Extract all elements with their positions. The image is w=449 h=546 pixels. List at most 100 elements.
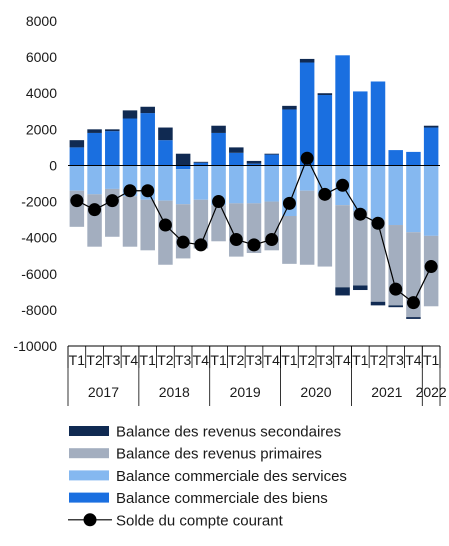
x-tick-label: T2 [157,352,174,368]
bar-segment [246,165,262,204]
current-account-line [70,151,438,310]
bar-segment [406,317,421,319]
bar-segment [370,81,386,166]
bar-segment [353,165,368,211]
legend-swatch [69,470,109,481]
y-tick-label: -2000 [21,194,57,210]
y-tick-label: 8000 [26,13,57,29]
y-tick-label: 0 [49,157,57,173]
bar-segment [158,127,173,141]
bar-segment [370,219,386,302]
bar-segment [299,58,315,63]
bar-segment [423,127,439,166]
bar-segment [264,154,279,166]
x-tick-label: T3 [388,352,405,368]
y-axis: 8000 6000 4000 2000 0 -2000 -4000 -6000 -8000 -10… [13,13,57,354]
line-point [406,296,420,310]
bar-segment [122,118,138,166]
bar-segment [423,165,439,236]
x-tick-label: T2 [370,352,387,368]
x-year-label: 2021 [371,384,402,400]
bar-segment [353,210,368,286]
bar-segment [158,140,173,166]
bar-segment [264,165,279,202]
y-tick-label: -8000 [21,302,57,318]
x-tick-label: T1 [281,352,298,368]
bar-segment [406,151,421,166]
line-point [389,282,403,296]
x-tick-label: T1 [210,352,227,368]
bar-segment [335,287,350,296]
bar-segment [353,285,368,291]
legend-label: Balance des revenus primaires [116,446,322,463]
bar-segment [105,131,120,166]
line-point [176,235,190,249]
line-point [318,187,332,201]
bar-segment [122,196,138,247]
x-tick-label: T3 [317,352,334,368]
bar-segment [87,165,102,195]
y-tick-label: 6000 [26,49,57,65]
bar-segment [406,165,421,233]
line-point [123,184,137,198]
bar-segment [299,165,315,191]
bar-segment [175,169,191,205]
line-point [229,232,243,246]
bar-segment [69,140,85,148]
legend-item: Balance des revenus primaires [69,446,322,463]
legend-swatch [69,426,109,436]
legend-item: Balance des revenus secondaires [69,424,341,441]
legend-label: Balance commerciale des services [116,468,347,485]
bar-segment [69,147,85,166]
bar-segment [175,165,191,170]
x-tick-label: T1 [140,352,157,368]
line-point [371,216,385,230]
line-point [158,218,172,232]
x-tick-label: T4 [264,352,281,368]
bar-segment [370,165,386,220]
bar-segment [211,125,226,133]
x-tick-label: T1 [69,352,86,368]
bar-segment [423,125,439,128]
bar-segment [317,95,333,166]
legend-item: Solde du compte courant [68,512,284,529]
legend: Balance des revenus secondaires Balance d… [68,424,347,529]
legend-swatch [69,492,109,503]
line-point [424,260,438,274]
x-tick-label: T3 [104,352,121,368]
bar-segment [193,165,209,200]
bar-segment [158,165,173,201]
bar-segment [105,165,120,189]
x-tick-label: T3 [246,352,263,368]
x-tick-label: T1 [352,352,369,368]
bar-segment [246,163,262,166]
x-tick-label: T1 [423,352,440,368]
x-tick-label: T3 [175,352,192,368]
x-year-label: 2019 [230,384,261,400]
bar-segment [282,105,297,110]
bar-segment [69,165,85,191]
line-point [247,238,261,252]
bar-segment [175,204,191,259]
line-point [265,232,279,246]
x-tick-label: T4 [405,352,422,368]
line-point [141,184,155,198]
line-point [105,194,119,208]
bar-segment [140,113,155,166]
line-point [353,207,367,221]
legend-marker [83,513,97,527]
line-point [88,203,102,217]
x-tick-label: T2 [228,352,245,368]
bar-segment [229,152,244,166]
bar-segment [370,301,386,306]
y-tick-label: -10000 [13,338,57,354]
legend-item: Balance commerciale des services [69,468,347,485]
y-tick-label: -6000 [21,266,57,282]
x-year-label: 2018 [159,384,190,400]
bar-segment [299,62,315,166]
x-tick-label: T2 [86,352,103,368]
line-point [212,195,226,209]
bar-segment [87,129,102,133]
bar-segment [211,205,226,242]
